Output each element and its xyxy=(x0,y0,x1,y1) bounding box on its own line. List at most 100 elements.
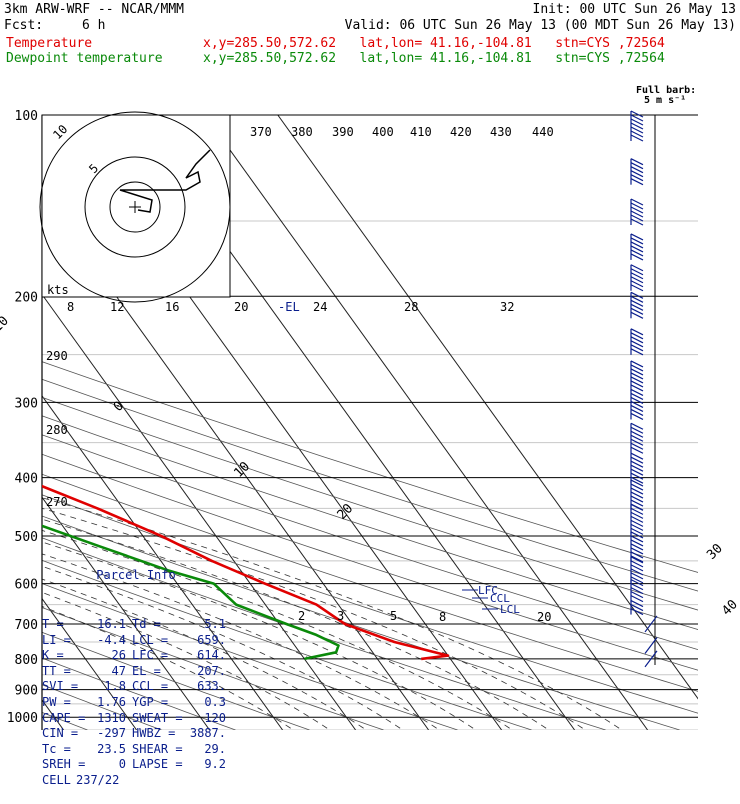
parcel-key: CCL = xyxy=(132,679,169,694)
wind-barb-flag xyxy=(630,555,644,563)
wind-barb-flag xyxy=(630,303,644,311)
dry-adiabat-line xyxy=(42,415,698,630)
mixing-ratio-label: 8 xyxy=(439,610,446,624)
dry-adiabat-line xyxy=(42,559,532,730)
theta-label: 380 xyxy=(291,125,313,139)
wind-barb-flag xyxy=(630,122,644,130)
pressure-tick-label: 400 xyxy=(15,472,38,487)
wind-barb-flag xyxy=(630,595,644,603)
wind-barb-flag xyxy=(630,118,644,126)
pressure-tick-label: 900 xyxy=(15,684,38,699)
wind-barb-flag xyxy=(630,299,644,307)
isotherm-inner-label: 16 xyxy=(165,300,179,314)
wind-barb-flag xyxy=(630,245,644,253)
mixing-ratio-label: 20 xyxy=(537,610,551,624)
parcel-row: T = 16.1 Td = 5.1 xyxy=(42,617,230,633)
wind-barb xyxy=(630,158,644,186)
parcel-key: CIN = xyxy=(42,726,79,741)
parcel-row: CELL 237/22 xyxy=(42,773,230,789)
wind-barb-flag xyxy=(630,336,644,344)
parcel-value: 1.76 xyxy=(97,694,126,709)
dry-adiabat-line xyxy=(42,684,162,730)
wind-barb-flag xyxy=(630,114,644,122)
theta-label: 420 xyxy=(450,125,472,139)
wind-barb xyxy=(630,600,644,616)
wind-barb-flag xyxy=(630,210,644,218)
mixing-ratio-label: 5 xyxy=(390,609,397,623)
wind-barb-flag xyxy=(630,591,644,599)
hodograph-box xyxy=(41,114,231,298)
isotherm-line xyxy=(42,597,138,730)
barb-legend: Full barb: xyxy=(636,85,697,96)
wind-barb-flag xyxy=(630,464,644,472)
wind-barb-flag xyxy=(630,130,644,138)
wind-barb-flag xyxy=(630,515,644,523)
parcel-key: SVI = xyxy=(42,679,79,694)
wind-barb-flag xyxy=(630,280,644,288)
hodograph-trace xyxy=(119,149,211,213)
wind-barb-flag xyxy=(630,547,644,555)
parcel-value: 0.3 xyxy=(204,694,226,709)
isotherm-inner-label: 8 xyxy=(67,300,74,314)
isotherm-line xyxy=(204,115,649,730)
wind-barb-flag xyxy=(630,174,644,182)
wind-barb-flag xyxy=(630,523,644,531)
parcel-key: LFC = xyxy=(132,648,169,663)
wind-barb-flag xyxy=(630,241,644,249)
hodograph-units: kts xyxy=(47,283,69,297)
isotherm-line xyxy=(42,496,211,730)
wind-barb-flag xyxy=(630,560,644,568)
wind-barb-flag xyxy=(630,206,644,214)
parcel-key: HWBZ = xyxy=(132,726,176,741)
wind-barb-flag xyxy=(630,264,644,272)
wind-barb-flag xyxy=(630,568,644,576)
pressure-tick-label: 100 xyxy=(15,109,38,124)
wind-barb-flag xyxy=(630,564,644,572)
parcel-row: SVI = 1.8 CCL = 633. xyxy=(42,679,230,695)
dewpoint-line xyxy=(42,524,340,661)
dry-adiabat-line xyxy=(42,607,384,730)
wind-barb-flag xyxy=(630,360,644,368)
wind-barb-flag xyxy=(630,446,644,454)
wind-barb-flag xyxy=(630,442,644,450)
wind-barb xyxy=(630,422,644,454)
wind-barb-flag xyxy=(630,376,644,384)
wind-barb-flag xyxy=(630,556,644,564)
wind-barb xyxy=(630,198,644,226)
wind-barb-flag xyxy=(630,340,644,348)
isotherm-label: 40 xyxy=(719,597,740,619)
isotherm-inner-label: 28 xyxy=(404,300,418,314)
parcel-value: 207. xyxy=(197,663,226,678)
wind-barb-flag xyxy=(630,587,644,595)
wind-barb xyxy=(630,556,644,584)
wind-barb-flag xyxy=(630,583,644,591)
parcel-value: 633. xyxy=(197,679,226,694)
parcel-key: K = xyxy=(42,648,64,663)
wind-barb xyxy=(630,503,644,535)
wind-barb-flag xyxy=(630,551,644,559)
dry-adiabat-line xyxy=(42,494,698,714)
parcel-key: LAPSE = xyxy=(132,757,183,772)
isotherm-inner-label: 12 xyxy=(110,300,124,314)
hodograph-ring xyxy=(84,156,186,258)
dry-adiabat-line xyxy=(42,657,236,730)
wind-barb-flag xyxy=(630,412,644,421)
wind-barb-flag xyxy=(630,608,644,616)
wind-barb-flag xyxy=(630,348,644,356)
parcel-key: Tc = xyxy=(42,741,71,756)
wind-barb xyxy=(630,360,644,392)
ccl-label: CCL xyxy=(490,592,510,605)
parcel-value: 26 xyxy=(111,648,126,663)
wind-barb xyxy=(630,452,644,484)
wind-barb-flag xyxy=(630,408,644,417)
parcel-value: 1310 xyxy=(97,710,126,725)
wind-barb-flag xyxy=(630,426,644,434)
parcel-value: 237/22 xyxy=(76,772,120,787)
pressure-tick-label: 600 xyxy=(15,578,38,593)
wind-barb-flag xyxy=(630,372,644,380)
parcel-key xyxy=(159,773,201,789)
wind-barb-flag xyxy=(630,276,644,284)
wind-barb-flag xyxy=(630,388,644,397)
theta-label: 400 xyxy=(372,125,394,139)
wind-barb-flag xyxy=(630,438,644,446)
